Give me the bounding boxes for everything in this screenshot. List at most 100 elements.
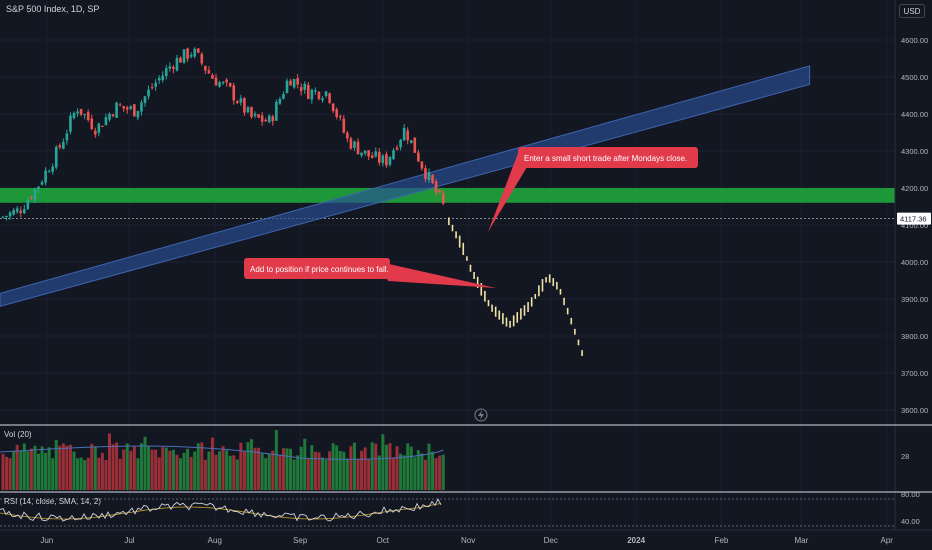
candle-body	[399, 139, 402, 148]
volume-bar	[306, 458, 310, 490]
volume-bar	[12, 450, 16, 490]
candle-body	[328, 93, 331, 103]
support-zone	[0, 188, 895, 203]
candle-body	[168, 66, 172, 69]
candle-body	[232, 85, 236, 101]
volume-bar	[164, 447, 168, 490]
volume-bar	[434, 458, 438, 490]
volume-bar	[338, 450, 342, 490]
volume-bar	[97, 457, 101, 490]
price-axis[interactable]: 4600.00 4500.00 4400.00 4300.00 4200.00 4100.…	[0, 0, 932, 530]
candle-body	[282, 93, 285, 99]
candle-body	[65, 133, 69, 141]
volume-bar	[420, 453, 424, 490]
volume-bar	[125, 443, 129, 490]
volume-bar	[289, 448, 293, 490]
candle-body	[409, 140, 413, 143]
candle-body	[154, 82, 157, 87]
volume-bar	[100, 452, 104, 490]
candle-body	[193, 48, 196, 57]
volume-bar	[15, 444, 19, 490]
volume-bar	[321, 457, 324, 490]
volume-bar	[274, 430, 278, 490]
volume-pane: 28	[0, 430, 909, 490]
candle-body	[165, 68, 168, 77]
candle-body	[374, 151, 378, 157]
volume-bar	[168, 450, 172, 490]
currency-button[interactable]: USD	[899, 4, 925, 18]
candle-body	[108, 113, 111, 120]
volume-bar	[19, 450, 23, 490]
volume-bar	[51, 458, 55, 490]
candle-body	[338, 116, 342, 118]
candle-body	[143, 96, 147, 103]
price-tick-label: 3900.00	[901, 295, 928, 304]
volume-bar	[367, 459, 371, 490]
candle-body	[204, 65, 207, 71]
volume-bar	[143, 436, 147, 490]
volume-bar	[246, 442, 250, 490]
candle-body	[207, 70, 211, 74]
price-tick-label: 4100.00	[901, 221, 928, 230]
time-axis[interactable]: Jun Jul Aug Sep Oct Nov Dec 2024 Feb Mar Apr	[0, 529, 932, 545]
candle-body	[30, 197, 33, 199]
volume-bar	[242, 451, 246, 490]
candle-body	[296, 78, 299, 85]
candle-body	[310, 89, 314, 100]
volume-bar	[349, 446, 353, 490]
candle-body	[129, 106, 133, 109]
candle-body	[86, 112, 90, 121]
volume-bar	[93, 446, 97, 490]
volume-bar	[210, 437, 214, 490]
candle-body	[250, 106, 253, 118]
candle-body	[115, 102, 118, 118]
candle-body	[307, 84, 310, 99]
rsi-line	[0, 498, 442, 522]
volume-bar	[345, 458, 349, 490]
volume-bar	[342, 451, 346, 490]
candle-body	[33, 188, 37, 200]
candle-body	[26, 199, 30, 209]
price-tick-label: 3600.00	[901, 406, 928, 415]
volume-bar	[1, 453, 5, 490]
candle-body	[125, 107, 129, 110]
lightning-icon	[474, 408, 488, 422]
candle-body	[69, 115, 72, 132]
volume-bar	[79, 457, 83, 490]
volume-bar	[83, 459, 87, 490]
volume-bar	[324, 459, 328, 490]
candle-body	[58, 145, 62, 148]
candle-body	[367, 150, 370, 157]
volume-bar	[392, 458, 395, 490]
candle-body	[349, 138, 353, 149]
candle-body	[271, 116, 275, 122]
callout-text-2: Add to position if price continues to fa…	[250, 265, 389, 274]
volume-bar	[150, 449, 154, 490]
price-tick-label: 3800.00	[901, 332, 928, 341]
time-tick-label: Jul	[124, 536, 134, 545]
candle-body	[314, 90, 317, 92]
volume-bar	[54, 439, 58, 490]
volume-bar	[61, 443, 65, 490]
candle-body	[353, 141, 356, 148]
candle-body	[292, 79, 296, 88]
volume-bar	[377, 455, 381, 490]
candle-body	[189, 54, 193, 57]
volume-bar	[381, 434, 385, 490]
volume-bar	[5, 456, 9, 490]
volume-bar	[360, 450, 364, 490]
time-tick-label: 2024	[627, 536, 645, 545]
volume-bar	[328, 451, 332, 490]
candle-body	[172, 67, 175, 69]
callout-text-1: Enter a small short trade after Mondays …	[524, 154, 687, 163]
candle-body	[40, 182, 44, 185]
candle-body	[331, 103, 335, 112]
candle-body	[23, 209, 26, 214]
annotation-layer: Enter a small short trade after Mondays …	[244, 147, 698, 422]
volume-bar	[47, 447, 51, 490]
candle-body	[346, 132, 349, 139]
candle-body	[321, 98, 324, 101]
time-tick-label: Feb	[715, 536, 729, 545]
volume-bar	[196, 443, 200, 490]
